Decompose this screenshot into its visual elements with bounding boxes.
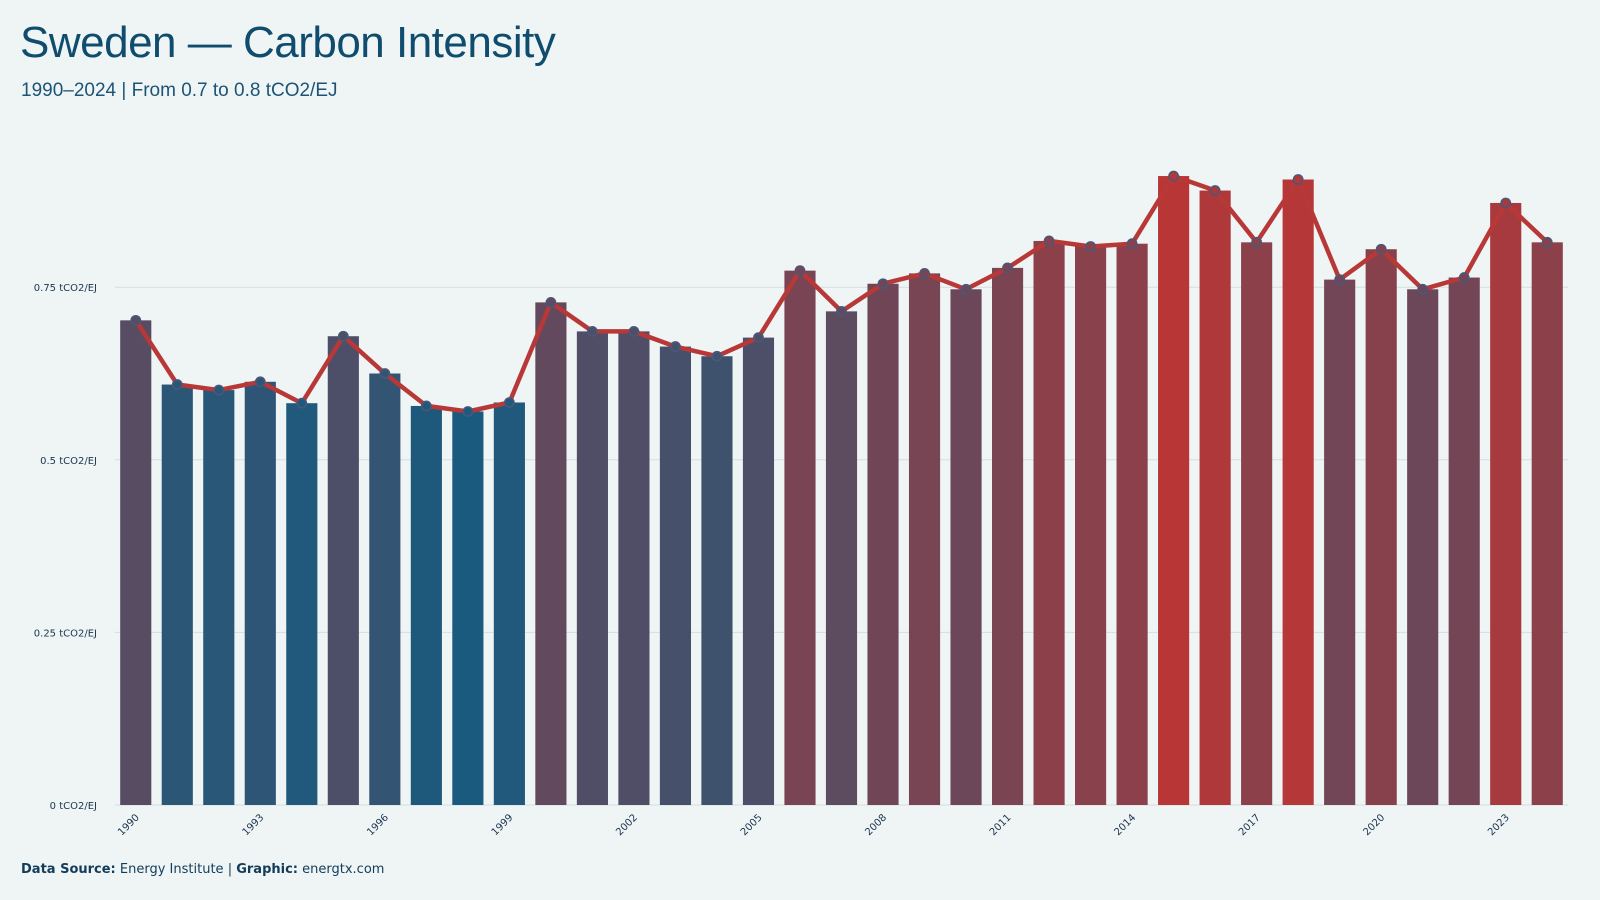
bar-2005 <box>742 337 775 805</box>
point-1994 <box>296 397 308 409</box>
footer-credits: Data Source: Energy Institute | Graphic:… <box>21 862 384 877</box>
point-2015 <box>1168 170 1180 182</box>
x-tick-label: 2011 <box>988 812 1014 838</box>
bar-2012 <box>1033 240 1065 805</box>
bar-2007 <box>825 311 858 805</box>
x-tick-label: 2020 <box>1362 812 1388 838</box>
point-2017 <box>1251 236 1263 248</box>
point-2008 <box>877 278 889 290</box>
x-tick-label: 2008 <box>863 812 889 838</box>
point-2021 <box>1417 283 1429 295</box>
bar-1998 <box>452 411 484 805</box>
point-2002 <box>628 325 640 337</box>
point-2009 <box>919 267 930 279</box>
point-1998 <box>462 406 474 417</box>
point-1993 <box>254 376 266 388</box>
bar-2018 <box>1282 179 1314 805</box>
x-tick-label: 1996 <box>365 812 391 838</box>
bar-2000 <box>535 302 567 805</box>
point-2019 <box>1334 274 1346 286</box>
bar-2024 <box>1531 242 1563 806</box>
graphic-label: Graphic: <box>236 862 298 877</box>
bar-1999 <box>493 402 525 805</box>
bar-2006 <box>784 270 816 806</box>
x-tick-label: 2014 <box>1112 812 1138 838</box>
point-2004 <box>711 350 723 362</box>
chart-title: Sweden — Carbon Intensity <box>20 18 556 67</box>
x-tick-label: 1990 <box>116 812 142 838</box>
point-1999 <box>503 397 515 408</box>
bar-2001 <box>576 331 608 805</box>
graphic-value: energtx.com <box>302 862 385 877</box>
bar-2002 <box>618 331 650 805</box>
bar-1996 <box>369 373 401 805</box>
marker-series <box>130 170 1553 417</box>
x-axis-ticks: 1990 1993 1996 1999 2002 2005 2008 2011 2014 2017… <box>116 812 1512 838</box>
source-label: Data Source: <box>21 862 116 877</box>
bar-2013 <box>1075 246 1107 805</box>
x-tick-label: 2002 <box>614 812 640 838</box>
y-tick-label: 0.25 tCO2/EJ <box>34 628 97 639</box>
x-tick-label: 2017 <box>1237 812 1263 838</box>
point-2007 <box>836 305 847 317</box>
point-2005 <box>753 332 764 343</box>
source-value: Energy Institute <box>119 862 224 877</box>
bar-2022 <box>1448 277 1480 805</box>
bar-2010 <box>950 289 982 805</box>
bar-series <box>120 176 1563 806</box>
bar-1997 <box>410 405 442 805</box>
point-2024 <box>1541 236 1553 248</box>
point-2001 <box>587 325 598 337</box>
bar-1995 <box>327 336 359 805</box>
x-tick-label: 1999 <box>490 812 516 838</box>
point-2010 <box>960 283 972 295</box>
point-2016 <box>1209 185 1221 196</box>
bar-2019 <box>1324 279 1356 805</box>
bar-2004 <box>701 356 733 805</box>
point-2014 <box>1126 238 1138 250</box>
point-2023 <box>1500 197 1512 209</box>
point-1996 <box>379 368 391 379</box>
bar-2016 <box>1199 190 1231 805</box>
point-1990 <box>130 314 142 326</box>
point-2011 <box>1002 262 1013 274</box>
point-1991 <box>171 379 183 390</box>
point-2018 <box>1292 174 1304 185</box>
bar-2020 <box>1365 249 1397 805</box>
x-tick-label: 2005 <box>739 812 765 838</box>
bar-2017 <box>1241 242 1273 806</box>
bar-1990 <box>120 320 152 805</box>
point-2013 <box>1085 241 1096 252</box>
point-2020 <box>1375 243 1387 255</box>
point-2022 <box>1458 272 1470 283</box>
bar-2011 <box>991 267 1024 806</box>
chart-subtitle: 1990–2024 | From 0.7 to 0.8 tCO2/EJ <box>21 80 338 101</box>
bar-2021 <box>1407 289 1439 805</box>
point-1995 <box>337 330 349 342</box>
point-2003 <box>670 341 681 352</box>
bar-2009 <box>908 273 941 806</box>
bar-2015 <box>1158 176 1190 805</box>
bar-2008 <box>867 283 899 805</box>
bar-2014 <box>1116 243 1148 805</box>
y-axis-ticks: 0 tCO2/EJ 0.25 tCO2/EJ 0.5 tCO2/EJ 0.75 tCO… <box>34 283 97 812</box>
bar-2023 <box>1490 202 1522 806</box>
point-2012 <box>1043 235 1055 247</box>
footer-separator: | <box>227 862 233 877</box>
point-1997 <box>420 400 432 412</box>
bar-1993 <box>244 381 276 805</box>
x-tick-label: 2023 <box>1486 812 1512 838</box>
y-tick-label: 0 tCO2/EJ <box>50 801 97 812</box>
bar-1992 <box>203 390 235 805</box>
bar-1994 <box>286 403 318 805</box>
y-tick-label: 0.5 tCO2/EJ <box>40 456 97 467</box>
x-tick-label: 1993 <box>241 812 267 838</box>
point-1992 <box>213 384 225 396</box>
bar-2003 <box>659 346 692 805</box>
bar-1991 <box>161 384 193 805</box>
y-tick-label: 0.75 tCO2/EJ <box>34 283 97 294</box>
point-2000 <box>545 296 557 308</box>
point-2006 <box>794 265 806 277</box>
